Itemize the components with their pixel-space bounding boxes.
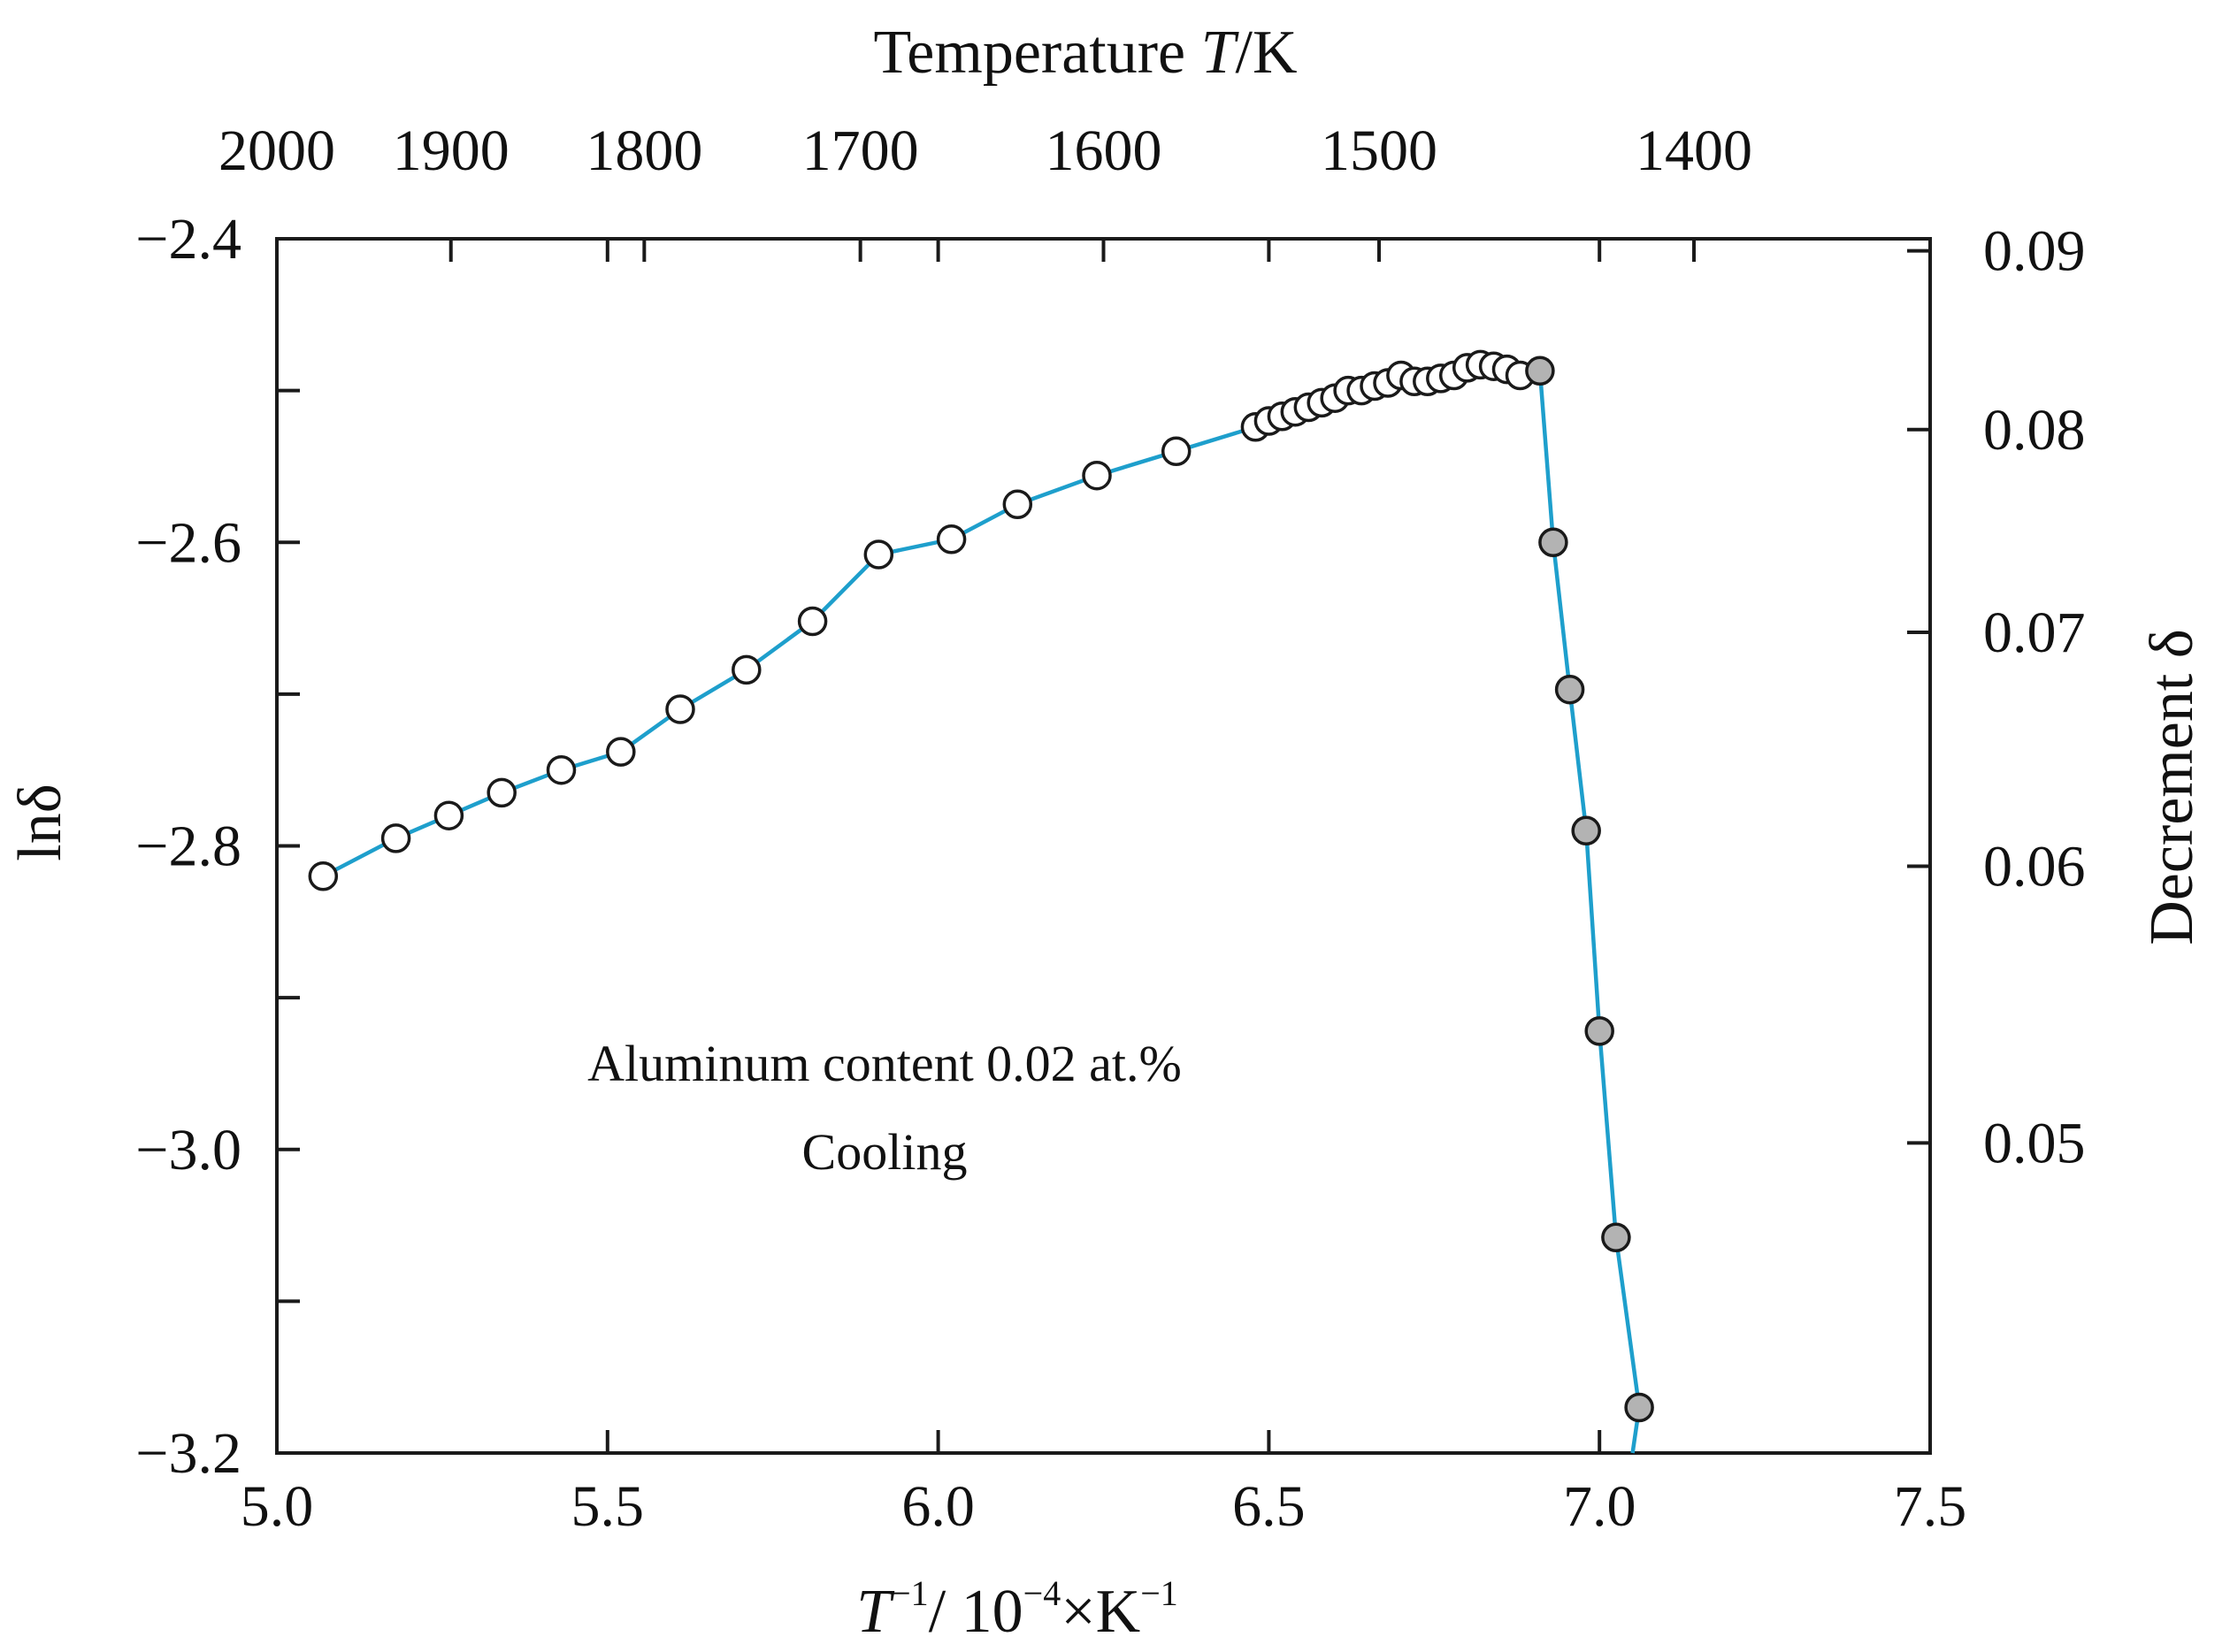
y-axis-title: lnδ xyxy=(6,784,74,860)
data-point-open xyxy=(1002,489,1033,520)
axes-layer xyxy=(275,237,1932,1455)
data-point-filled xyxy=(1624,1392,1654,1423)
data-points-layer xyxy=(308,349,1654,1423)
x-tick-label: 6.5 xyxy=(1232,1474,1306,1539)
y-tick-label: −2.8 xyxy=(135,815,241,879)
annotation-aluminum-content: Aluminum content 0.02 at.% xyxy=(587,1035,1182,1092)
top-axis-title: Temperature T/K xyxy=(873,19,1297,87)
top-tick-label: 2000 xyxy=(218,119,335,183)
data-point-filled xyxy=(1554,674,1585,705)
data-point-open xyxy=(1161,436,1192,467)
right-tick-label: 0.06 xyxy=(1983,835,2086,899)
right-tick-label: 0.05 xyxy=(1983,1111,2086,1175)
y-tick-label: −2.6 xyxy=(135,510,241,575)
plot-frame xyxy=(275,237,1932,1455)
data-point-open xyxy=(1082,460,1112,491)
x-tick-label: 7.5 xyxy=(1894,1474,1967,1539)
x-tick-label: 5.5 xyxy=(571,1474,645,1539)
data-point-open xyxy=(732,654,762,685)
right-tick-label: 0.08 xyxy=(1983,398,2086,463)
x-axis-title: T−1/ 10−4×K−1 xyxy=(856,1573,1178,1646)
y-tick-label: −3.0 xyxy=(135,1118,241,1182)
right-tick-label: 0.07 xyxy=(1983,600,2086,665)
data-point-filled xyxy=(1538,527,1568,558)
data-point-open xyxy=(546,754,577,785)
top-tick-label: 1500 xyxy=(1321,119,1437,183)
data-point-open xyxy=(433,800,464,830)
data-point-open xyxy=(487,777,517,808)
series-line xyxy=(322,363,1642,1454)
annotation-cooling: Cooling xyxy=(802,1123,968,1181)
data-point-filled xyxy=(1601,1222,1631,1253)
x-tick-label: 5.0 xyxy=(241,1474,314,1539)
data-point-filled xyxy=(1584,1016,1614,1046)
top-tick-label: 1800 xyxy=(586,119,702,183)
top-tick-label: 1600 xyxy=(1046,119,1162,183)
data-point-open xyxy=(308,861,339,891)
data-point-open xyxy=(936,524,967,554)
top-tick-label: 1400 xyxy=(1636,119,1752,183)
data-point-filled xyxy=(1571,815,1601,846)
top-tick-label: 1900 xyxy=(393,119,510,183)
data-point-open xyxy=(797,606,828,637)
data-point-open xyxy=(665,694,695,724)
right-axis-title: Decrement δ xyxy=(2138,629,2206,945)
x-tick-label: 6.0 xyxy=(901,1474,975,1539)
y-tick-label: −2.4 xyxy=(135,207,241,272)
top-tick-label: 1700 xyxy=(802,119,919,183)
data-point-open xyxy=(606,737,636,767)
series-line-layer xyxy=(322,363,1642,1454)
x-tick-label: 7.0 xyxy=(1563,1474,1636,1539)
y-tick-label: −3.2 xyxy=(135,1421,241,1486)
axis-labels-layer: Temperature T/K T−1/ 10−4×K−1 lnδ Decrem… xyxy=(6,19,2206,1646)
data-point-open xyxy=(863,539,894,570)
right-tick-label: 0.09 xyxy=(1983,219,2086,284)
data-point-open xyxy=(380,823,411,853)
data-point-filled xyxy=(1525,356,1555,386)
